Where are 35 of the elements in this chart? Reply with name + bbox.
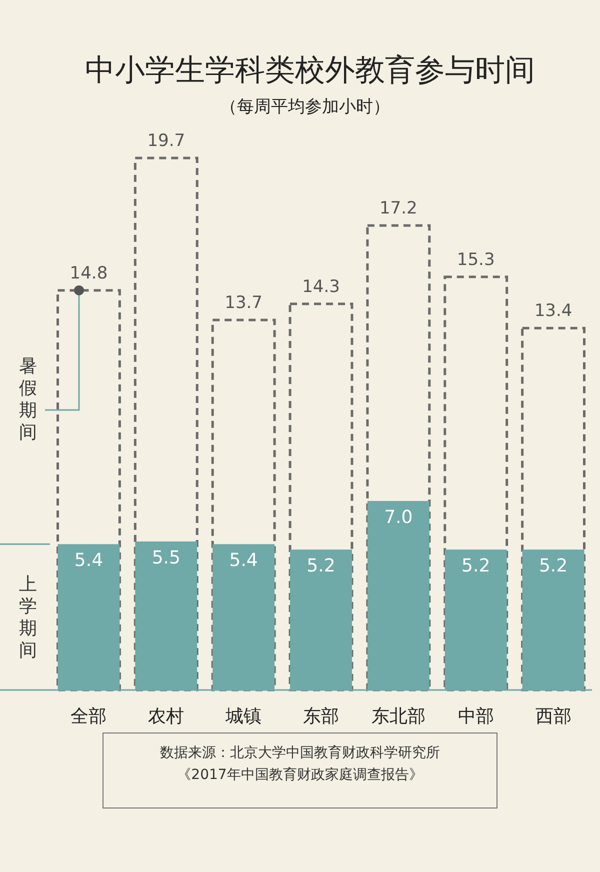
data-label: 14.3 [302, 276, 340, 297]
x-tick-label: 城镇 [224, 706, 262, 727]
plot: 14.8 19.7 13.7 14.3 17.2 15.3 13.4 5.4 5.5 5.4 5.2 7.0 5.2 5.2 [56, 131, 586, 692]
bar [521, 326, 586, 692]
x-tick-label: 东部 [303, 706, 339, 727]
data-label: 7.0 [384, 506, 413, 528]
data-label: 5.4 [74, 550, 104, 572]
x-tick-label: 中部 [458, 706, 494, 727]
data-label: 17.2 [380, 198, 418, 219]
chart-subtitle: （每周平均参加小时） [220, 97, 390, 117]
data-label: 5.2 [306, 556, 336, 577]
data-label: 5.2 [462, 556, 490, 577]
data-label: 13.4 [534, 301, 572, 322]
source-note: 数据来源：北京大学中国教育财政科学研究所 [160, 744, 440, 761]
data-label: 19.7 [147, 131, 186, 151]
series-label: 上学期间 [19, 574, 37, 662]
bar [211, 318, 276, 692]
bar [444, 276, 508, 692]
chart-title: 中小学生学科类校外教育参与时间 [85, 53, 535, 88]
data-label: 5.2 [538, 556, 568, 577]
bar [288, 302, 354, 692]
bar [56, 289, 121, 692]
data-label: 14.8 [70, 263, 108, 284]
data-label: 15.3 [456, 250, 495, 270]
data-label: 5.4 [229, 550, 258, 572]
bar [134, 156, 198, 692]
x-tick-label: 农村 [148, 706, 184, 727]
bar [366, 224, 431, 692]
x-tick-label: 东北部 [371, 706, 426, 727]
series-label: 暑假期间 [19, 356, 37, 444]
source: 数据来源：北京大学中国教育财政科学研究所 《2017年中国教育财政家庭调查报告》 [102, 732, 498, 808]
data-label: 5.5 [152, 547, 180, 568]
data-label: 13.7 [224, 293, 262, 314]
x-tick-label: 西部 [535, 706, 572, 727]
x-tick-label: 全部 [70, 706, 107, 727]
